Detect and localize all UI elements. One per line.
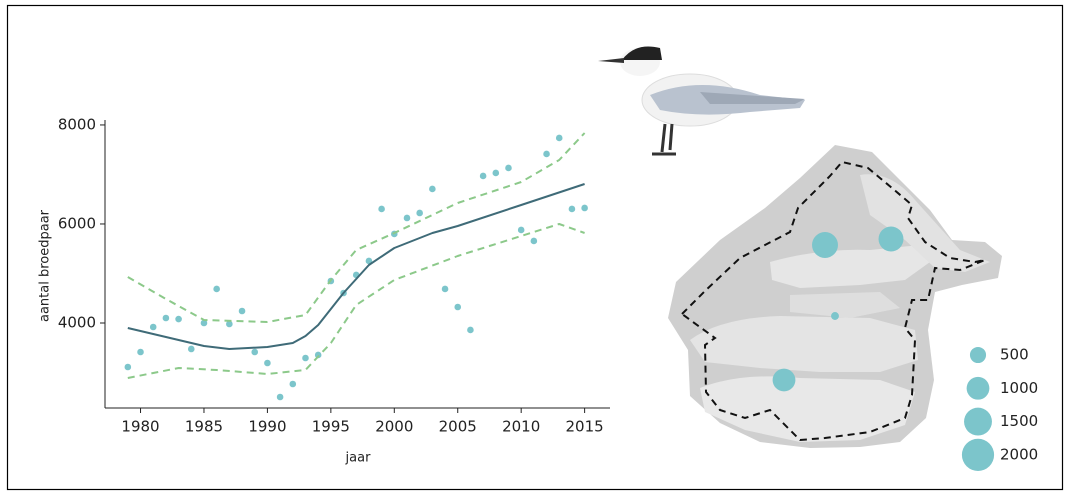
colony-bubble [879,227,904,252]
data-point [289,381,296,388]
island [700,376,915,442]
x-tick-label: 2000 [375,418,413,436]
data-point [467,327,474,334]
y-tick-label: 8000 [58,115,96,133]
y-tick-label: 6000 [58,214,96,232]
x-tick-label: 2015 [566,418,604,436]
data-point [569,206,576,213]
data-point [493,170,500,177]
data-point [137,349,144,356]
data-point [239,308,246,315]
y-tick-label: 4000 [58,313,96,331]
x-tick-label: 1995 [312,418,350,436]
data-point [188,346,195,353]
legend-bubble [967,377,990,400]
data-point [277,394,284,401]
legend-label: 1500 [1000,412,1038,430]
legend-bubble [964,408,992,436]
data-point [213,286,220,293]
data-point [150,324,157,331]
data-point [581,205,588,212]
data-point [175,316,182,323]
island [690,316,918,372]
x-tick-label: 1985 [185,418,223,436]
data-point [454,304,461,311]
data-point [429,186,436,193]
data-point [505,165,512,172]
x-axis-title: jaar [345,451,372,466]
data-point [378,206,385,213]
trend-line [128,184,585,349]
data-point [518,227,525,234]
data-point [163,315,170,322]
data-point [480,173,487,180]
data-point [442,286,449,293]
legend-label: 2000 [1000,445,1038,463]
x-tick-label: 2010 [502,418,540,436]
colony-bubble [831,312,839,320]
data-point [556,135,563,142]
page: {"chart_data": [ {"type": "scatter", "x_… [0,0,1070,493]
legend-label: 500 [1000,346,1029,364]
x-tick-label: 2005 [439,418,477,436]
bird-illustration [598,47,805,155]
data-point [251,349,258,356]
figure: aantal broedpaar jaar 4000 6000 8000 1980 19… [0,0,1070,493]
colony-bubble [812,232,838,258]
x-tick-label: 1980 [121,418,159,436]
x-tick-label: 1990 [248,418,286,436]
colony-bubble [773,369,796,392]
legend-bubble [970,347,986,363]
legend-bubble [962,439,994,471]
map [668,145,1002,448]
data-point [302,355,309,362]
confidence-line [128,133,585,322]
data-point [264,360,271,367]
data-point [543,151,550,158]
confidence-line [128,224,585,378]
data-point [125,364,132,371]
legend-label: 1000 [1000,379,1038,397]
y-axis-title: aantal broedpaar [38,209,53,322]
data-point [531,238,538,245]
data-point [404,215,411,222]
data-point [416,210,423,217]
